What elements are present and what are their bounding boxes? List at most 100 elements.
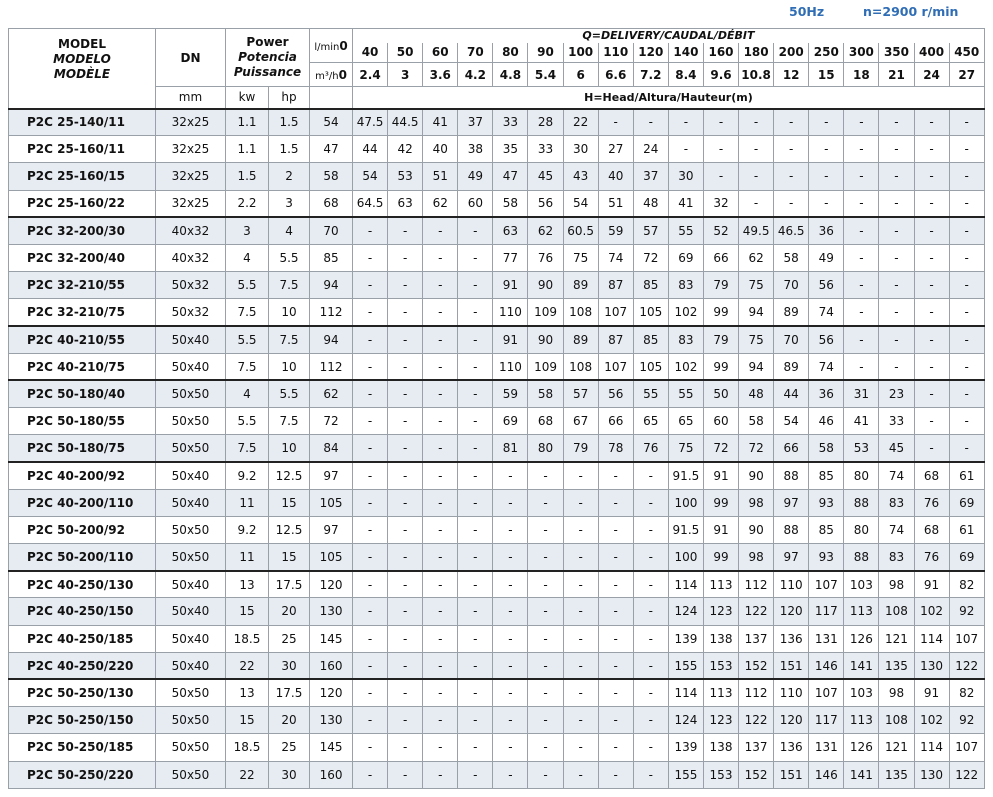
head-zero: 94 bbox=[309, 271, 354, 300]
head-value: - bbox=[527, 460, 564, 490]
model: P2C 25-160/15 bbox=[8, 162, 156, 191]
head-value: 87 bbox=[597, 271, 634, 300]
head-value: 72 bbox=[738, 434, 775, 463]
dn-header: DN bbox=[155, 28, 226, 87]
head-value: - bbox=[457, 760, 494, 789]
head-value: 94 bbox=[738, 298, 775, 327]
head-value: - bbox=[597, 678, 634, 708]
head-value: 100 bbox=[667, 542, 704, 572]
head-value: - bbox=[387, 597, 424, 626]
head-value: - bbox=[352, 243, 389, 273]
model: P2C 40-250/150 bbox=[8, 597, 156, 626]
head-zero: 70 bbox=[309, 216, 354, 245]
head-value: 105 bbox=[632, 298, 669, 327]
m3h-zero: m³/h0 bbox=[309, 62, 354, 87]
head-value: 109 bbox=[527, 352, 564, 381]
head-value: - bbox=[457, 733, 494, 762]
head-value: 74 bbox=[808, 298, 845, 327]
lmin-zero: l/min0 bbox=[309, 28, 354, 63]
head-value: 48 bbox=[632, 189, 669, 218]
power-kw: 7.5 bbox=[225, 434, 269, 463]
head-value: 72 bbox=[632, 243, 669, 273]
power-kw: 18.5 bbox=[225, 624, 269, 653]
head-value: - bbox=[492, 460, 529, 490]
head-value: - bbox=[948, 434, 985, 463]
head-value: 76 bbox=[913, 542, 950, 572]
head-value: - bbox=[843, 324, 880, 354]
head-value: 126 bbox=[843, 624, 880, 653]
data-row: P2C 50-180/75 50x50 7.5 10 84- - - -81 80 79 78 76 7… bbox=[8, 434, 985, 463]
head-value: - bbox=[457, 434, 494, 463]
head-value: - bbox=[562, 733, 599, 762]
head-value: 61 bbox=[948, 515, 985, 545]
head-value: 50 bbox=[702, 379, 740, 409]
head-value: 79 bbox=[702, 271, 740, 300]
head-value: - bbox=[457, 324, 494, 354]
power-kw: 9.2 bbox=[225, 460, 269, 490]
header-note: 50Hz n=2900 r/min bbox=[760, 0, 985, 22]
head-value: - bbox=[352, 706, 389, 735]
head-value: 62 bbox=[738, 243, 775, 273]
head-value: 153 bbox=[702, 651, 740, 680]
head-value: - bbox=[843, 189, 880, 218]
power-kw: 9.2 bbox=[225, 515, 269, 545]
head-value: 70 bbox=[773, 324, 810, 354]
head-value: 57 bbox=[562, 379, 599, 409]
power-kw: 7.5 bbox=[225, 298, 269, 327]
head-value: 51 bbox=[422, 162, 459, 191]
model: P2C 32-200/30 bbox=[8, 216, 156, 245]
power-hp: 17.5 bbox=[267, 569, 311, 599]
dn: 32x25 bbox=[155, 135, 226, 164]
head-value: - bbox=[527, 597, 564, 626]
head-value: - bbox=[387, 624, 424, 653]
head-value: 35 bbox=[492, 135, 529, 164]
head-value: - bbox=[527, 760, 564, 789]
power-kw: 4 bbox=[225, 243, 269, 273]
head-value: 109 bbox=[527, 298, 564, 327]
head-zero: 105 bbox=[309, 542, 354, 572]
head-value: 114 bbox=[667, 678, 704, 708]
power-hp: 30 bbox=[267, 651, 311, 680]
head-value: - bbox=[913, 135, 950, 164]
power-hp: 10 bbox=[267, 434, 311, 463]
head-value: 47 bbox=[492, 162, 529, 191]
m3h-value: 10.8 bbox=[738, 62, 775, 87]
head-value: - bbox=[457, 597, 494, 626]
head-value: 56 bbox=[527, 189, 564, 218]
head-value: 74 bbox=[878, 515, 915, 545]
head-value: 87 bbox=[597, 324, 634, 354]
power-kw: 11 bbox=[225, 542, 269, 572]
head-value: - bbox=[702, 135, 740, 164]
data-row: P2C 50-200/110 50x50 11 15 105- - - - - - - - -100 99… bbox=[8, 542, 985, 572]
head-value: 53 bbox=[387, 162, 424, 191]
power-hp: 12.5 bbox=[267, 515, 311, 545]
head-value: 69 bbox=[492, 407, 529, 436]
head-value: 102 bbox=[913, 706, 950, 735]
model: P2C 50-200/110 bbox=[8, 542, 156, 572]
lmin-value: 180 bbox=[738, 42, 775, 63]
head-value: - bbox=[702, 162, 740, 191]
model-header-text: MODELO bbox=[53, 52, 111, 66]
lmin-value: 90 bbox=[527, 42, 564, 63]
head-value: 151 bbox=[773, 651, 810, 680]
head-zero: 58 bbox=[309, 162, 354, 191]
head-value: 54 bbox=[773, 407, 810, 436]
power-hp: 25 bbox=[267, 733, 311, 762]
head-value: - bbox=[527, 651, 564, 680]
dn: 50x32 bbox=[155, 271, 226, 300]
head-value: 43 bbox=[562, 162, 599, 191]
head-value: - bbox=[457, 298, 494, 327]
head-value: - bbox=[597, 733, 634, 762]
data-row: P2C 40-200/110 50x40 11 15 105- - - - - - - - -100 99… bbox=[8, 488, 985, 517]
head-value: 146 bbox=[808, 760, 845, 789]
head-value: - bbox=[457, 352, 494, 381]
head-value: 57 bbox=[632, 216, 669, 245]
head-value: - bbox=[632, 651, 669, 680]
head-value: 28 bbox=[527, 107, 564, 137]
head-value: 107 bbox=[597, 298, 634, 327]
head-value: - bbox=[808, 135, 845, 164]
power-kw: 1.1 bbox=[225, 135, 269, 164]
lmin-unit: l/min bbox=[314, 41, 340, 53]
m3h-value: 27 bbox=[948, 62, 985, 87]
head-value: - bbox=[352, 271, 389, 300]
